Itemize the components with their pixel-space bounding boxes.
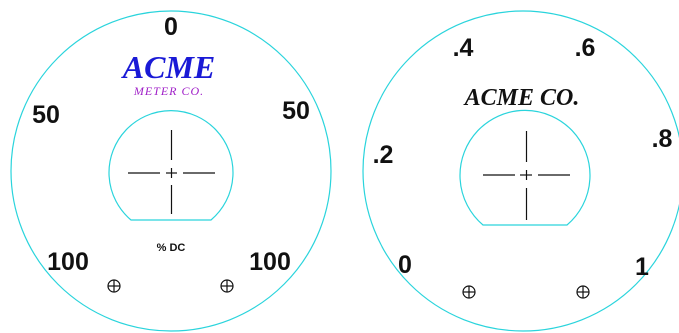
left-sub-brand: METER CO. — [133, 84, 204, 98]
right-label-06: .6 — [575, 34, 596, 62]
right-label-08: .8 — [652, 125, 673, 153]
right-dial-outline — [362, 10, 679, 332]
left-label-bottom-right: 100 — [249, 248, 291, 276]
mounting-screw-icon — [107, 279, 121, 293]
left-label-mid-left: 50 — [32, 101, 60, 129]
right-label-04: .4 — [453, 34, 474, 62]
right-meter-dial: .4 .6 .2 .8 0 1 ACME CO. — [362, 10, 679, 332]
mounting-screw-icon — [576, 285, 590, 299]
mounting-screw-icon — [462, 285, 476, 299]
left-label-bottom-left: 100 — [47, 248, 89, 276]
left-label-mid-right: 50 — [282, 97, 310, 125]
left-unit-label: % DC — [157, 242, 186, 254]
right-label-1: 1 — [635, 253, 649, 281]
mounting-screw-icon — [220, 279, 234, 293]
right-label-0: 0 — [398, 251, 412, 279]
right-label-02: .2 — [373, 141, 394, 169]
right-brand-logo: ACME CO. — [463, 85, 580, 111]
left-brand-logo: ACME — [121, 49, 215, 85]
right-movement-window — [459, 109, 591, 226]
left-movement-window — [108, 110, 234, 221]
left-dial-outline — [10, 10, 332, 332]
left-label-top: 0 — [164, 13, 178, 41]
left-meter-dial: 0 50 50 100 100 ACME METER CO. % DC — [10, 10, 332, 332]
crosshair-icon — [483, 131, 570, 220]
crosshair-icon — [128, 130, 215, 214]
